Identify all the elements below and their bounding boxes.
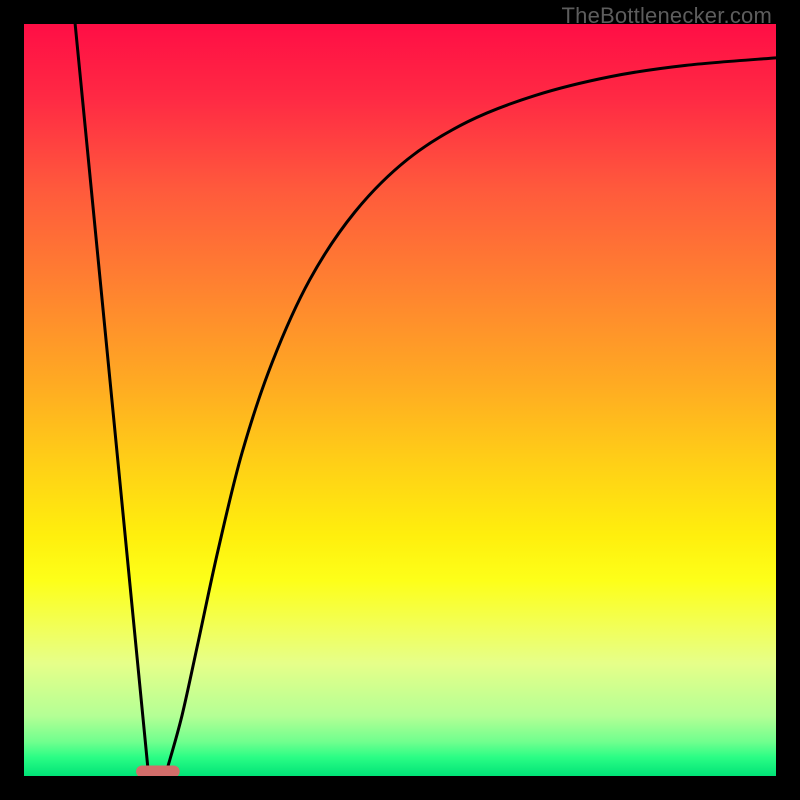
optimal-range-marker (136, 765, 180, 776)
bottleneck-curve (24, 24, 776, 776)
plot-area (24, 24, 776, 776)
left-slope-line (75, 24, 148, 770)
right-saturation-curve (167, 58, 776, 770)
chart-frame (0, 0, 800, 800)
watermark-text: TheBottlenecker.com (562, 3, 772, 29)
